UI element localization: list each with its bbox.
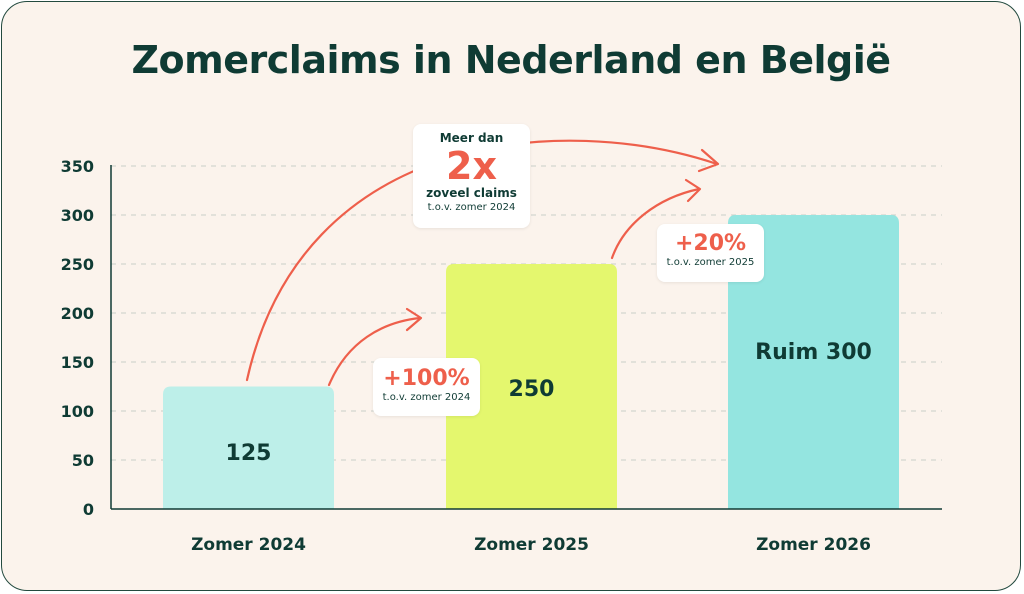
- y-tick-label: 350: [61, 157, 94, 176]
- callout-plus-20-sub: t.o.v. zomer 2025: [666, 257, 755, 268]
- arrowhead-2024-to-2025: [405, 307, 423, 332]
- bar-value-labels: 125 250 Ruim 300: [226, 340, 872, 466]
- bar-value-label: 125: [226, 441, 272, 466]
- bar-value-label: 250: [509, 377, 555, 402]
- callout-double-big: 2x: [446, 144, 497, 188]
- y-axis-ticks: 0 50 100 150 200 250 300 350: [61, 157, 94, 519]
- callout-plus-100: +100% t.o.v. zomer 2024: [373, 358, 480, 416]
- arrowhead-2025-to-2026: [684, 178, 702, 203]
- y-tick-label: 100: [61, 402, 94, 421]
- x-axis-ticks: Zomer 2024 Zomer 2025 Zomer 2026: [191, 535, 871, 555]
- arrow-2024-to-2025: [327, 316, 422, 387]
- x-tick-label: Zomer 2024: [191, 535, 306, 555]
- bars: [163, 215, 899, 509]
- bar: [728, 215, 899, 509]
- chart-title: Zomerclaims in Nederland en België: [131, 38, 892, 82]
- callout-plus-100-sub: t.o.v. zomer 2024: [382, 392, 471, 403]
- x-tick-label: Zomer 2026: [756, 535, 871, 555]
- arrowhead-2024-to-2026: [697, 148, 720, 173]
- bar-value-label: Ruim 300: [755, 340, 872, 365]
- callout-double-sub: t.o.v. zomer 2024: [427, 202, 516, 213]
- callout-double-top: Meer dan: [439, 131, 504, 145]
- callout-double-bottom: zoveel claims: [426, 186, 517, 200]
- y-tick-label: 50: [72, 451, 94, 470]
- y-tick-label: 250: [61, 255, 94, 274]
- arrow-2025-to-2026: [610, 187, 701, 260]
- x-tick-label: Zomer 2025: [474, 535, 589, 555]
- y-tick-label: 300: [61, 206, 94, 225]
- bar: [163, 386, 334, 509]
- y-tick-label: 150: [61, 353, 94, 372]
- callout-plus-20: +20% t.o.v. zomer 2025: [657, 224, 764, 282]
- y-tick-label: 0: [83, 500, 94, 519]
- callout-plus-20-big: +20%: [674, 231, 747, 256]
- y-tick-label: 200: [61, 304, 94, 323]
- callout-plus-100-big: +100%: [383, 366, 470, 391]
- axes: [110, 165, 942, 510]
- callout-double-claims: Meer dan 2x zoveel claims t.o.v. zomer 2…: [413, 124, 530, 228]
- bar: [446, 264, 617, 509]
